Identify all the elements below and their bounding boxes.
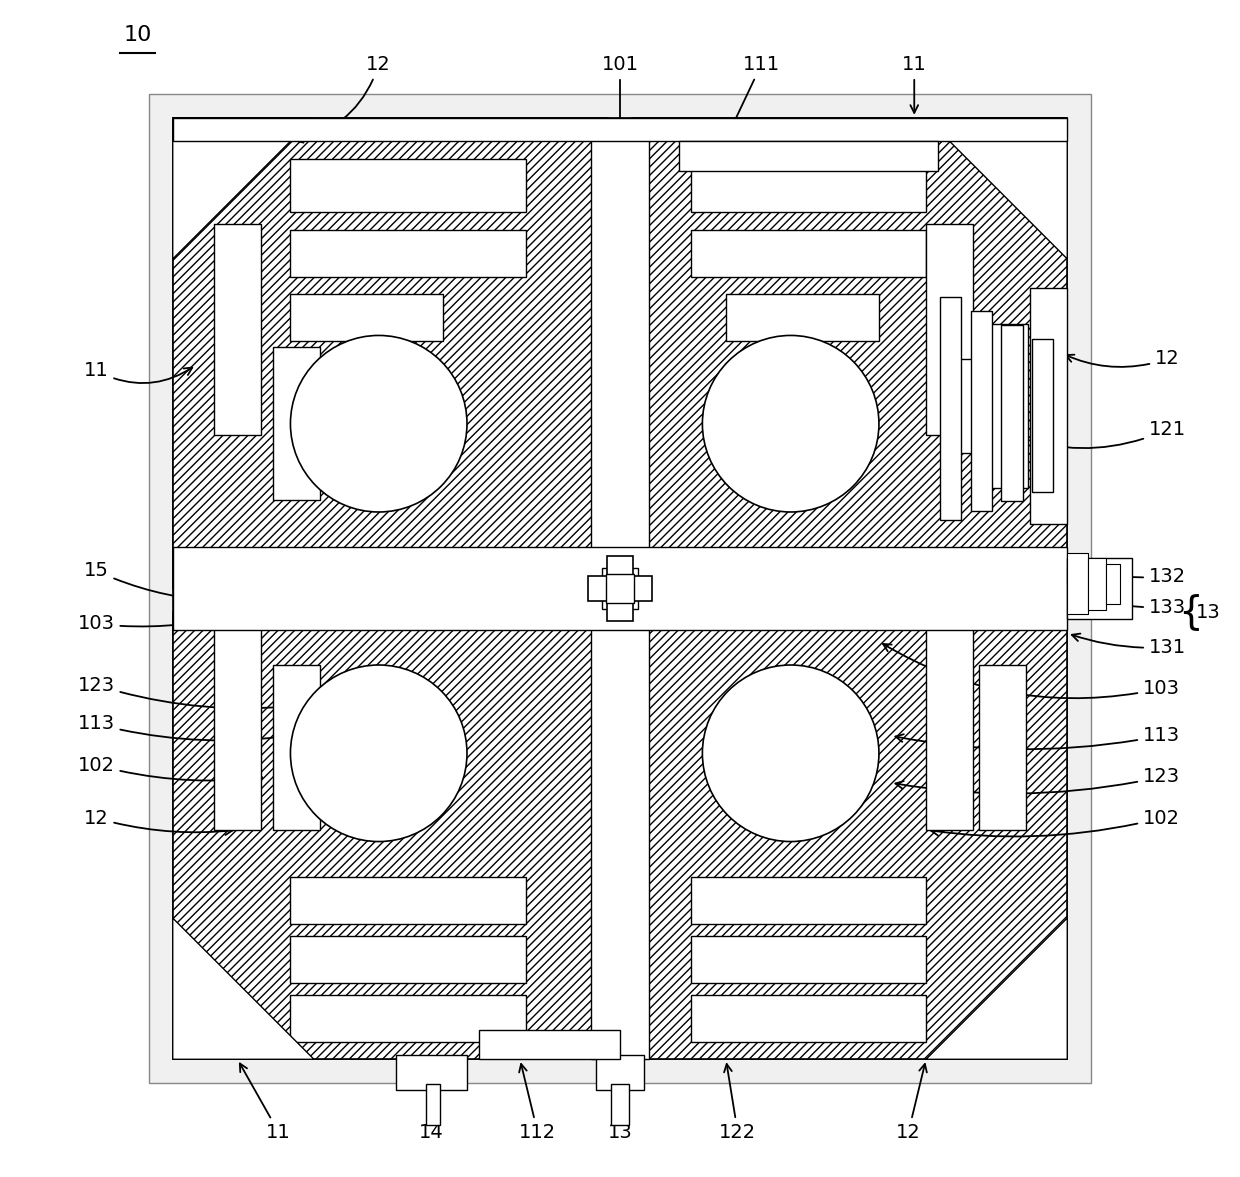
Text: 123: 123	[895, 767, 1180, 793]
Bar	[1068, 558, 1132, 619]
Bar	[215, 224, 260, 435]
Bar	[290, 294, 444, 341]
Text: 15: 15	[84, 561, 327, 600]
Bar	[1089, 558, 1106, 610]
Polygon shape	[172, 118, 314, 259]
Text: 13: 13	[608, 1099, 632, 1142]
Bar	[425, 1084, 440, 1125]
Text: 113: 113	[78, 714, 285, 742]
Bar	[631, 612, 1068, 1059]
Bar	[172, 547, 1068, 630]
Bar	[926, 618, 973, 830]
Polygon shape	[172, 918, 314, 1059]
Text: 111: 111	[711, 55, 780, 172]
Circle shape	[290, 335, 467, 512]
Bar	[1002, 325, 1023, 501]
Text: 113: 113	[895, 726, 1180, 750]
Polygon shape	[926, 118, 1068, 259]
Bar	[691, 877, 926, 924]
Text: 10: 10	[123, 26, 151, 45]
Text: 11: 11	[901, 55, 926, 113]
Bar	[940, 297, 961, 520]
Bar	[725, 294, 879, 341]
Text: 103: 103	[883, 644, 1180, 698]
Text: 11: 11	[84, 361, 192, 383]
Bar	[215, 618, 260, 830]
Text: 11: 11	[239, 1064, 291, 1142]
Bar	[590, 118, 650, 1059]
Bar	[273, 347, 320, 500]
Text: 12: 12	[295, 55, 391, 142]
Bar	[290, 877, 526, 924]
Bar	[290, 230, 526, 277]
Bar	[1079, 574, 1094, 588]
Bar	[1106, 564, 1120, 604]
Bar	[1091, 580, 1105, 594]
Bar	[479, 1030, 620, 1059]
Bar	[678, 141, 937, 171]
Bar	[1068, 568, 1081, 583]
Bar	[273, 665, 320, 830]
Circle shape	[702, 665, 879, 842]
Text: 102: 102	[931, 809, 1180, 837]
Text: 101: 101	[601, 55, 639, 543]
Bar	[149, 94, 1091, 1083]
Text: 12: 12	[84, 809, 233, 834]
Text: 133: 133	[1071, 592, 1185, 617]
Text: 13: 13	[1197, 603, 1221, 621]
Bar	[603, 568, 637, 609]
Bar	[608, 557, 632, 621]
Bar	[596, 1055, 644, 1090]
Bar	[971, 311, 992, 511]
Bar	[588, 576, 652, 601]
Text: 103: 103	[78, 612, 239, 633]
Bar	[397, 1055, 467, 1090]
Bar	[691, 230, 926, 277]
Bar	[1032, 339, 1053, 492]
Bar	[172, 118, 1068, 1059]
Bar	[1029, 288, 1068, 524]
Bar	[1068, 553, 1089, 614]
Bar	[172, 118, 609, 588]
Bar	[172, 118, 1068, 141]
Bar	[691, 936, 926, 983]
Text: 132: 132	[1043, 559, 1185, 586]
Bar	[980, 665, 1025, 830]
Bar	[991, 324, 1028, 488]
Bar	[606, 574, 634, 603]
Bar	[631, 118, 1068, 588]
Bar	[172, 612, 609, 1059]
Text: {: {	[1178, 593, 1203, 631]
Text: 131: 131	[1071, 633, 1185, 657]
Bar	[610, 1084, 630, 1125]
Bar	[691, 159, 926, 212]
Bar	[950, 359, 987, 453]
Text: 102: 102	[78, 756, 262, 783]
Circle shape	[290, 665, 467, 842]
Circle shape	[702, 335, 879, 512]
Bar	[691, 995, 926, 1042]
Bar	[290, 159, 526, 212]
Polygon shape	[926, 918, 1068, 1059]
Text: 112: 112	[520, 1064, 557, 1142]
Bar	[290, 936, 526, 983]
Text: 123: 123	[78, 676, 285, 711]
Bar	[290, 995, 526, 1042]
Bar	[926, 224, 973, 435]
Text: 12: 12	[1065, 350, 1179, 368]
Text: 14: 14	[419, 1099, 444, 1142]
Text: 121: 121	[1019, 420, 1185, 448]
Text: 12: 12	[897, 1064, 926, 1142]
Text: 122: 122	[719, 1064, 756, 1142]
